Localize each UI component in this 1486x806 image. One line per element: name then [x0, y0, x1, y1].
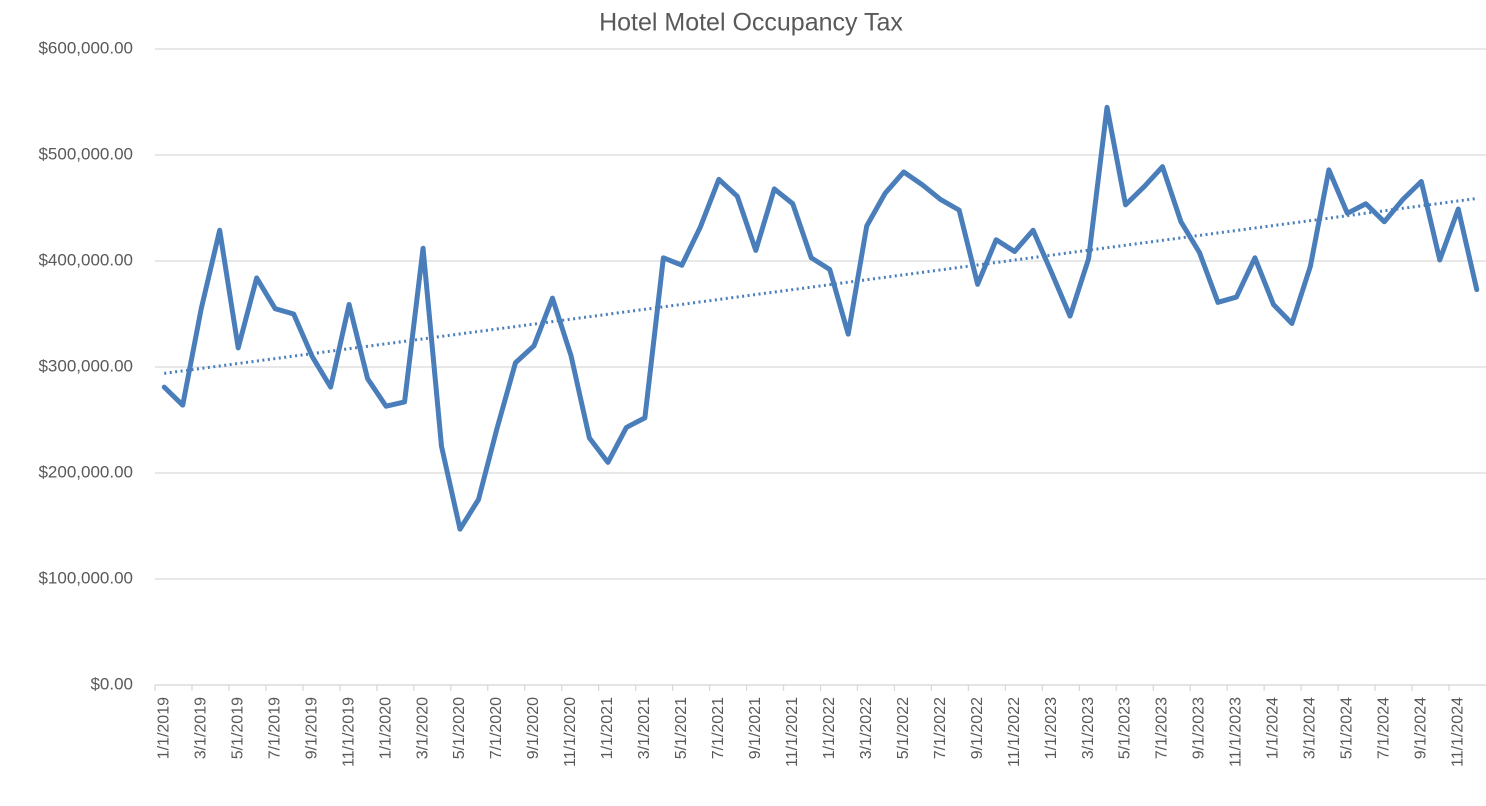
x-tick-label: 1/1/2020	[377, 697, 394, 759]
y-tick-label: $200,000.00	[38, 462, 133, 481]
x-tick-label: 11/1/2024	[1449, 697, 1466, 767]
x-tick-label: 7/1/2023	[1154, 697, 1171, 759]
x-tick-label: 11/1/2023	[1228, 697, 1245, 767]
y-tick-label: $600,000.00	[38, 38, 133, 57]
x-tick-label: 3/1/2021	[636, 697, 653, 759]
y-tick-label: $0.00	[90, 674, 133, 693]
x-tick-label: 9/1/2023	[1191, 697, 1208, 759]
x-tick-label: 5/1/2023	[1117, 697, 1134, 759]
x-tick-label: 5/1/2021	[673, 697, 690, 759]
x-tick-label: 3/1/2023	[1080, 697, 1097, 759]
x-tick-label: 5/1/2020	[451, 697, 468, 759]
x-tick-label: 5/1/2022	[895, 697, 912, 759]
x-tick-label: 1/1/2019	[155, 697, 172, 759]
x-tick-label: 11/1/2020	[562, 697, 579, 767]
x-tick-label: 7/1/2022	[932, 697, 949, 759]
x-tick-label: 1/1/2024	[1265, 697, 1282, 759]
x-tick-label: 11/1/2022	[1006, 697, 1023, 767]
x-tick-label: 3/1/2020	[414, 697, 431, 759]
x-tick-label: 7/1/2021	[710, 697, 727, 759]
x-tick-label: 3/1/2019	[192, 697, 209, 759]
y-tick-label: $300,000.00	[38, 356, 133, 375]
x-tick-label: 9/1/2019	[303, 697, 320, 759]
x-tick-label: 7/1/2019	[266, 697, 283, 759]
x-tick-label: 7/1/2020	[488, 697, 505, 759]
x-tick-label: 9/1/2024	[1413, 697, 1430, 759]
x-tick-label: 9/1/2021	[747, 697, 764, 759]
trendline	[164, 196, 1477, 375]
data-line	[161, 104, 1480, 532]
chart-title: Hotel Motel Occupancy Tax	[599, 9, 903, 37]
x-tick-label: 1/1/2021	[599, 697, 616, 759]
x-tick-label: 9/1/2022	[969, 697, 986, 759]
x-tick-label: 9/1/2020	[525, 697, 542, 759]
y-tick-label: $100,000.00	[38, 568, 133, 587]
x-tick-label: 5/1/2024	[1339, 697, 1356, 759]
x-tick-label: 1/1/2023	[1043, 697, 1060, 759]
x-tick-label: 11/1/2019	[340, 697, 357, 767]
x-tick-label: 11/1/2021	[784, 697, 801, 767]
x-tick-label: 5/1/2019	[229, 697, 246, 759]
x-tick-label: 3/1/2022	[858, 697, 875, 759]
y-tick-label: $400,000.00	[38, 250, 133, 269]
y-tick-label: $500,000.00	[38, 144, 133, 163]
x-tick-label: 1/1/2022	[821, 697, 838, 759]
x-tick-label: 3/1/2024	[1302, 697, 1319, 759]
x-tick-label: 7/1/2024	[1376, 697, 1393, 759]
